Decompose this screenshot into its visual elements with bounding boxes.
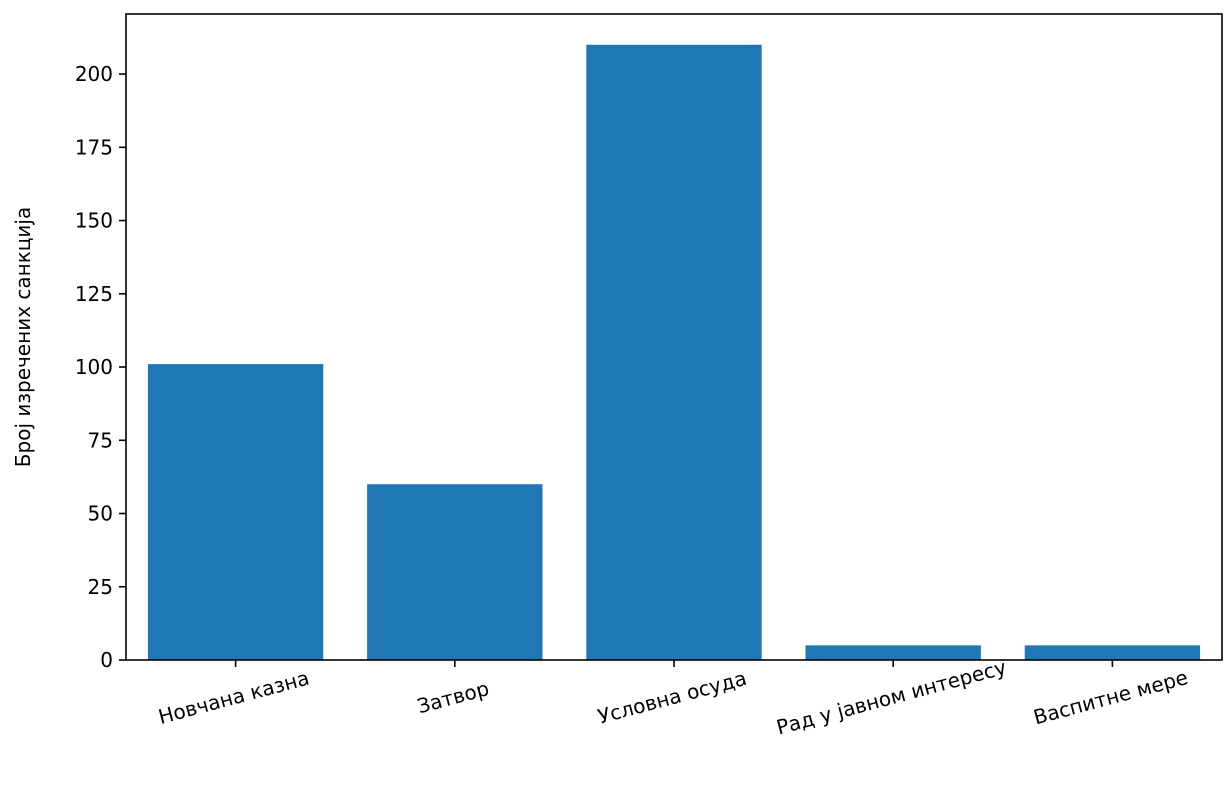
x-tick-label-3: Рад у јавном интересу	[774, 655, 1009, 740]
x-tick-label-2: Условна осуда	[595, 666, 749, 729]
bar-1	[367, 484, 543, 660]
bar-0	[147, 364, 324, 660]
bars-group	[147, 44, 1201, 661]
y-axis-label: Број изречених санкција	[11, 207, 35, 467]
x-tick-label-0: Новчана казна	[156, 666, 312, 729]
y-tick-label-2: 50	[88, 502, 113, 526]
bar-3	[805, 645, 981, 660]
plot-frame	[125, 13, 1223, 661]
y-tick-label-8: 200	[75, 62, 113, 86]
y-tick-label-7: 175	[75, 135, 113, 159]
y-tick-label-6: 150	[75, 209, 113, 233]
y-tick-label-3: 75	[88, 428, 113, 452]
x-axis: Новчана казна Затвор Условна осуда Рад у ја…	[156, 655, 1191, 740]
y-tick-label-4: 100	[75, 355, 113, 379]
bar-2	[586, 44, 762, 661]
y-tick-label-0: 0	[100, 648, 113, 672]
bar-4	[1024, 645, 1201, 660]
x-tick-label-4: Васпитне мере	[1031, 665, 1191, 729]
y-axis: 0 25 50 75 100 125 150 175 200	[75, 62, 126, 672]
x-tick-label-1: Затвор	[414, 676, 491, 718]
y-tick-label-5: 125	[75, 282, 113, 306]
y-tick-label-1: 25	[88, 575, 113, 599]
